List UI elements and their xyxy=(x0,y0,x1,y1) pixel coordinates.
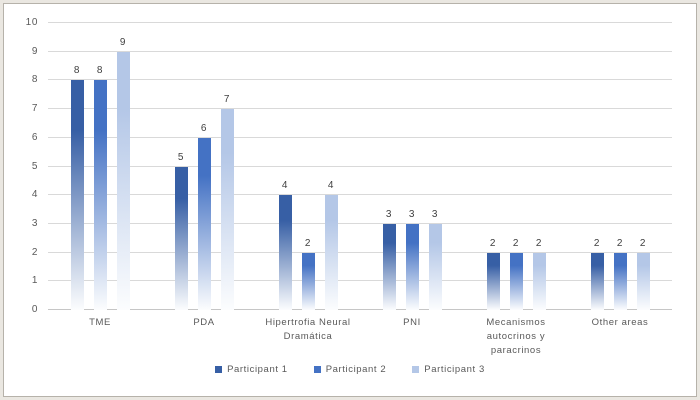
category-label: Hipertrofia Neural Dramática xyxy=(265,317,351,342)
y-tick-label: 7 xyxy=(31,103,38,115)
bar-value-label: 8 xyxy=(96,65,104,77)
bar-value-label: 2 xyxy=(304,237,312,249)
category-label: Other areas xyxy=(591,317,649,328)
bar: 2 xyxy=(301,238,315,310)
gridline xyxy=(48,309,672,310)
legend-swatch-icon xyxy=(313,366,321,373)
y-tick-label: 4 xyxy=(31,189,38,201)
bar: 2 xyxy=(613,238,627,310)
bar: 2 xyxy=(532,238,546,310)
bar: 5 xyxy=(174,152,188,310)
y-tick-label: 10 xyxy=(25,17,38,28)
bar-value-label: 8 xyxy=(73,65,81,77)
bar-group: 2 2 2 xyxy=(568,23,672,310)
bar-value-label: 2 xyxy=(639,237,647,249)
plot-area: 8 8 9 5 6 7 4 2 4 3 3 3 2 2 2 2 2 2 xyxy=(48,22,672,310)
bar: 9 xyxy=(116,37,130,310)
legend-swatch-icon xyxy=(412,366,420,373)
bar-group: 3 3 3 xyxy=(360,23,464,310)
bar: 3 xyxy=(382,209,396,310)
legend-item: Participant 3 xyxy=(412,364,485,375)
x-axis: TME PDA Hipertrofia Neural Dramática PNI Mec… xyxy=(48,316,672,357)
gridline xyxy=(48,50,672,52)
category-label: Mecanismos autocrinos y paracrinos xyxy=(486,317,546,356)
bar: 6 xyxy=(197,123,211,310)
bar-value-label: 9 xyxy=(119,36,127,48)
gridline xyxy=(48,251,672,253)
bar: 8 xyxy=(70,65,84,310)
bar: 4 xyxy=(278,180,292,310)
bar-value-label: 3 xyxy=(408,208,416,220)
legend-swatch-icon xyxy=(215,366,223,373)
gridline xyxy=(48,79,672,81)
bar-group: 2 2 2 xyxy=(464,23,568,310)
bar-value-label: 7 xyxy=(223,94,231,106)
bar-value-label: 6 xyxy=(200,122,208,134)
bar-group: 5 6 7 xyxy=(152,23,256,310)
y-tick-label: 2 xyxy=(31,246,38,258)
y-tick-label: 9 xyxy=(31,45,38,57)
bar-value-label: 2 xyxy=(593,237,601,249)
legend-label: Participant 2 xyxy=(325,364,387,375)
y-tick-label: 1 xyxy=(31,275,38,287)
legend-label: Participant 1 xyxy=(227,364,288,375)
bar-value-label: 4 xyxy=(281,180,289,192)
bar-value-label: 2 xyxy=(616,237,624,249)
bar-value-label: 2 xyxy=(489,237,497,249)
bar: 2 xyxy=(486,238,500,310)
bar-value-label: 4 xyxy=(327,180,335,192)
gridline xyxy=(48,165,672,167)
bar: 2 xyxy=(509,238,523,310)
y-tick-label: 5 xyxy=(31,160,38,172)
category-label: TME xyxy=(89,317,111,328)
bar: 7 xyxy=(220,94,234,310)
bar-value-label: 2 xyxy=(512,237,520,249)
y-tick-label: 6 xyxy=(31,131,38,143)
gridline xyxy=(48,280,672,282)
legend-item: Participant 1 xyxy=(215,364,288,375)
bar: 4 xyxy=(324,180,338,310)
chart-canvas: 0 1 2 3 4 5 6 7 8 9 10 8 8 9 5 6 7 4 2 4 3 3 3 2 2 2 2 2 2 TME PDA Hi… xyxy=(3,3,697,397)
bar: 2 xyxy=(636,238,650,310)
y-tick-label: 0 xyxy=(31,304,38,315)
legend-item: Participant 2 xyxy=(313,364,387,375)
gridline xyxy=(48,22,672,23)
gridline xyxy=(48,108,672,110)
y-tick-label: 3 xyxy=(31,217,38,229)
bar: 8 xyxy=(93,65,107,310)
y-axis: 0 1 2 3 4 5 6 7 8 9 10 xyxy=(4,17,44,315)
bar: 3 xyxy=(428,209,442,310)
category-label: PNI xyxy=(403,317,421,328)
legend: Participant 1 Participant 2 Participant 3 xyxy=(4,364,696,375)
gridline xyxy=(48,222,672,224)
bar: 2 xyxy=(590,238,604,310)
bar-group: 8 8 9 xyxy=(48,23,152,310)
bar-value-label: 2 xyxy=(535,237,543,249)
y-tick-label: 8 xyxy=(31,74,38,86)
bar-value-label: 3 xyxy=(431,208,439,220)
bar-value-label: 3 xyxy=(385,208,393,220)
bar: 3 xyxy=(405,209,419,310)
gridline xyxy=(48,194,672,196)
bar-value-label: 5 xyxy=(177,151,185,163)
bar-group: 4 2 4 xyxy=(256,23,360,310)
legend-label: Participant 3 xyxy=(424,364,485,375)
gridline xyxy=(48,136,672,138)
category-label: PDA xyxy=(193,317,215,328)
